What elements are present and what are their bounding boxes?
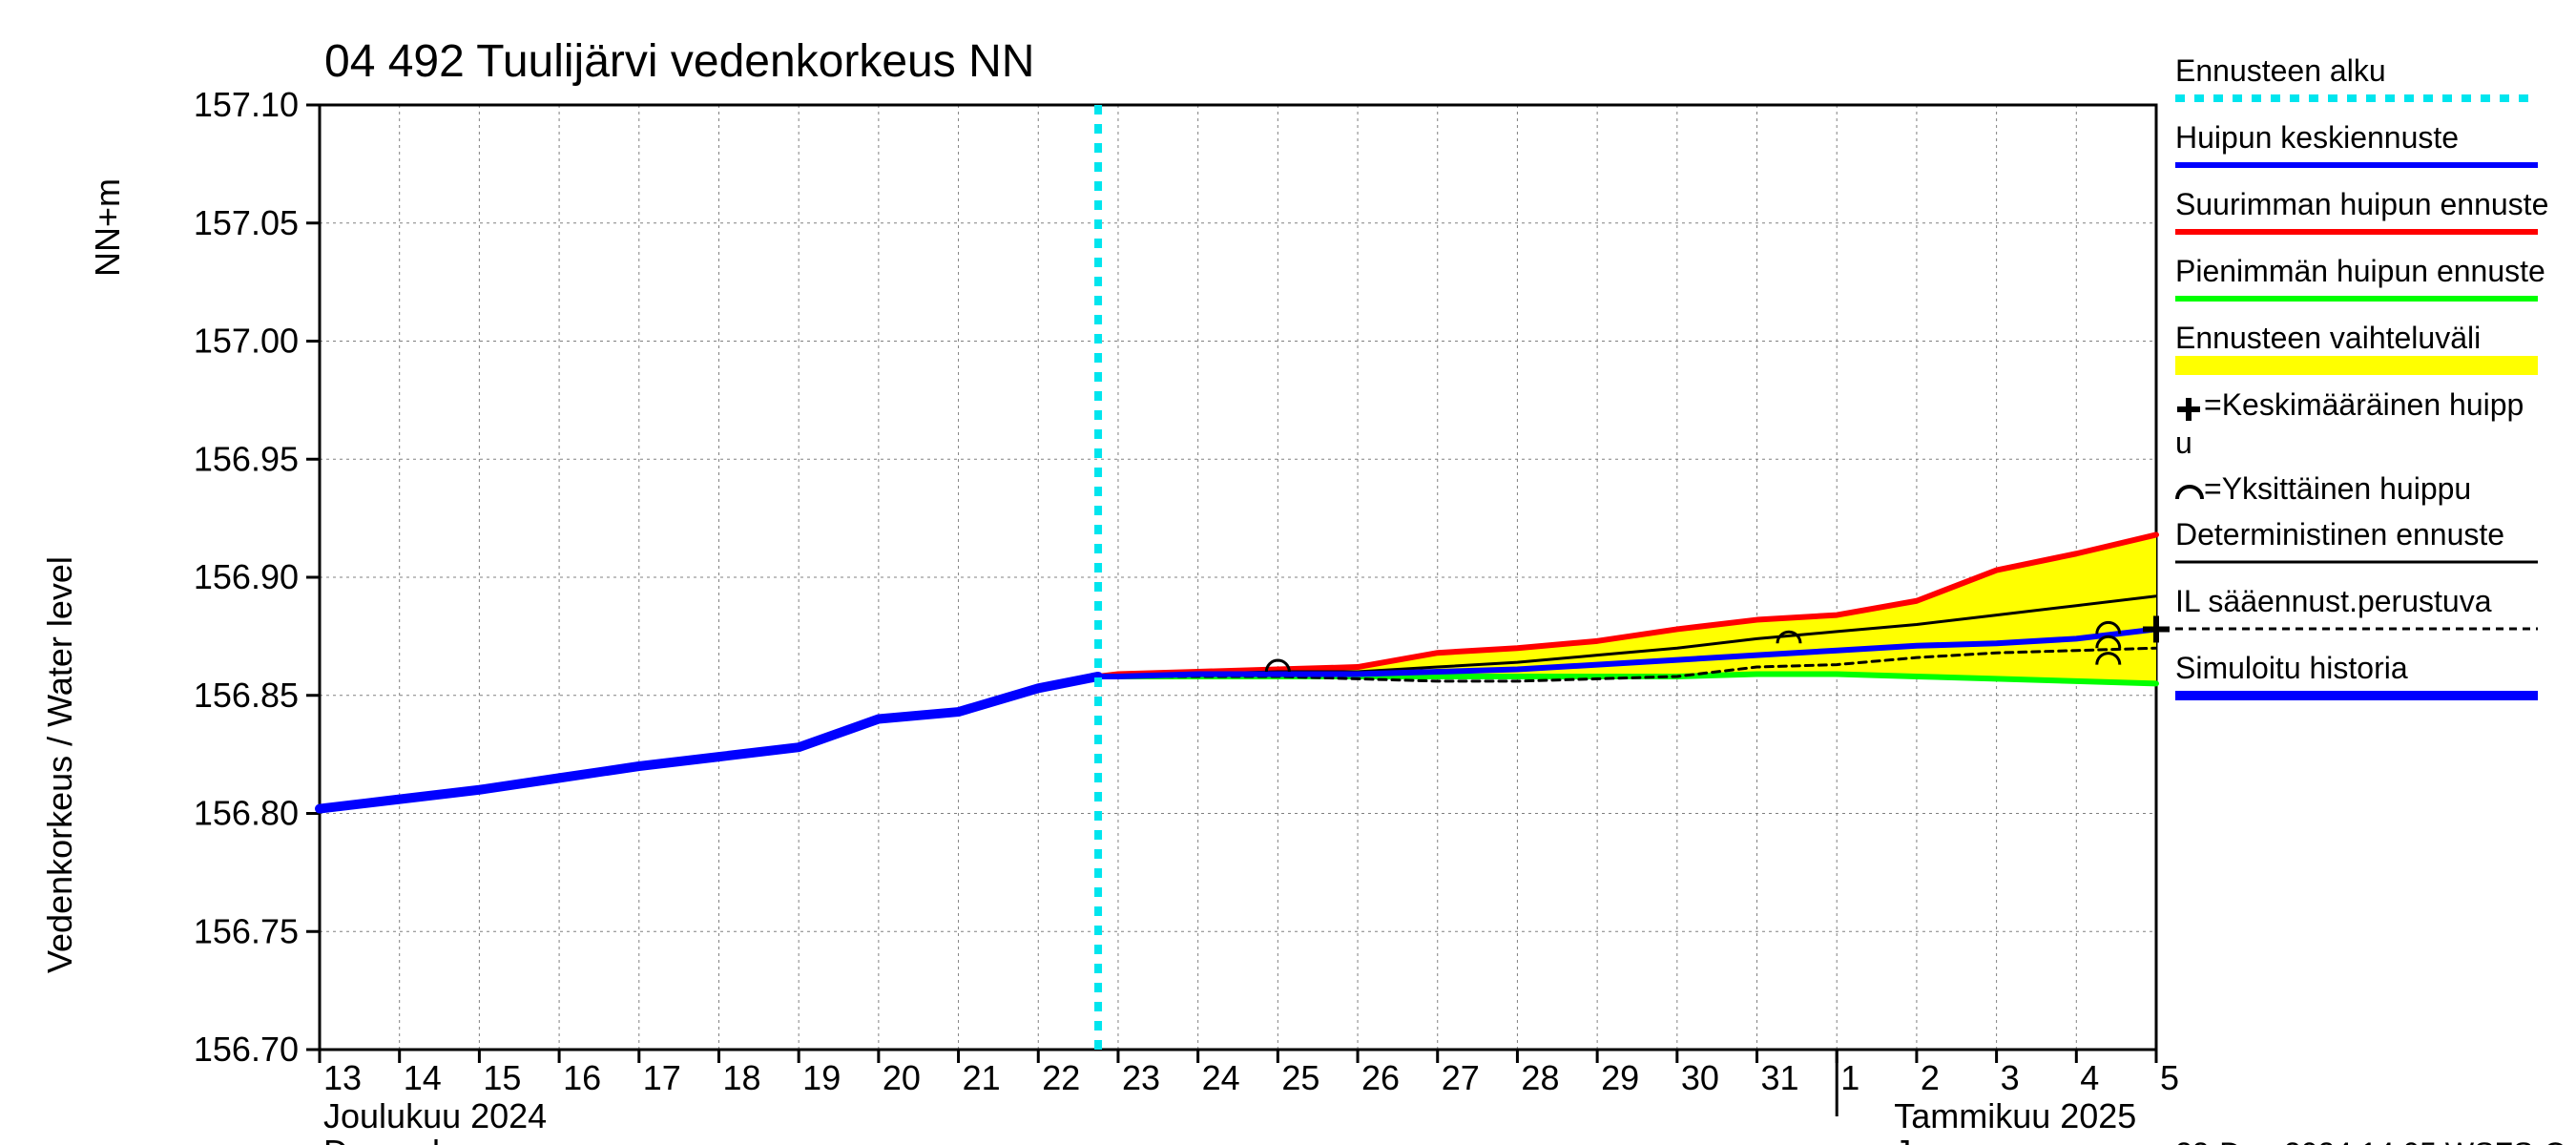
x-tick-label: 29 — [1601, 1058, 1639, 1097]
chart-footer: 23-Dec-2024 14:05 WSFS-O — [2175, 1136, 2567, 1145]
y-tick-label: 157.05 — [194, 203, 299, 242]
x-tick-label: 23 — [1122, 1058, 1160, 1097]
x-tick-label: 31 — [1761, 1058, 1799, 1097]
x-tick-label: 3 — [2001, 1058, 2020, 1097]
x-tick-label: 1 — [1840, 1058, 1859, 1097]
y-tick-label: 157.00 — [194, 322, 299, 361]
legend-label: Suurimman huipun ennuste — [2175, 187, 2548, 221]
y-tick-label: 157.10 — [194, 85, 299, 124]
legend-label: =Yksittäinen huippu — [2204, 471, 2471, 506]
y-tick-label: 156.80 — [194, 794, 299, 833]
water-level-chart: 156.70 156.75 156.80 156.85 156.90 156.95 157.… — [0, 0, 2576, 1145]
chart-title: 04 492 Tuulijärvi vedenkorkeus NN — [324, 36, 1034, 87]
x-tick-label: 18 — [722, 1058, 760, 1097]
x-tick-label: 25 — [1281, 1058, 1319, 1097]
month-label-dec-fi: Joulukuu 2024 — [323, 1096, 547, 1135]
month-label-dec-en: December — [323, 1133, 482, 1145]
x-tick-label: 26 — [1361, 1058, 1400, 1097]
legend-label: Deterministinen ennuste — [2175, 517, 2504, 552]
y-tick-label: 156.90 — [194, 557, 299, 596]
legend-label: IL sääennust.perustuva — [2175, 584, 2492, 618]
x-tick-label: 4 — [2080, 1058, 2099, 1097]
legend-label: =Keskimääräinen huipp — [2204, 387, 2524, 422]
x-tick-label: 24 — [1202, 1058, 1240, 1097]
y-tick-label: 156.95 — [194, 439, 299, 478]
x-tick-label: 30 — [1681, 1058, 1719, 1097]
legend-label: Huipun keskiennuste — [2175, 120, 2459, 155]
legend-label: Ennusteen alku — [2175, 53, 2386, 88]
x-tick-label: 28 — [1521, 1058, 1559, 1097]
y-tick-label: 156.70 — [194, 1030, 299, 1069]
y-axis-label-1: Vedenkorkeus / Water level — [40, 556, 79, 973]
x-tick-label: 13 — [323, 1058, 362, 1097]
chart-container: 156.70 156.75 156.80 156.85 156.90 156.95 157.… — [0, 0, 2576, 1145]
x-tick-label: 15 — [483, 1058, 521, 1097]
x-tick-label: 16 — [563, 1058, 601, 1097]
y-axis-label-2: NN+m — [88, 178, 127, 277]
x-tick-label: 5 — [2160, 1058, 2179, 1097]
x-tick-label: 21 — [963, 1058, 1001, 1097]
x-tick-label: 14 — [404, 1058, 442, 1097]
month-label-jan-fi: Tammikuu 2025 — [1894, 1096, 2136, 1135]
x-tick-label: 20 — [883, 1058, 921, 1097]
y-tick-label: 156.75 — [194, 911, 299, 950]
x-tick-label: 17 — [643, 1058, 681, 1097]
legend-label: Pienimmän huipun ennuste — [2175, 254, 2545, 288]
legend-label: Simuloitu historia — [2175, 651, 2408, 685]
legend-swatch — [2175, 356, 2538, 375]
x-tick-label: 27 — [1442, 1058, 1480, 1097]
month-label-jan-en: January — [1894, 1133, 2016, 1145]
x-tick-label: 22 — [1042, 1058, 1080, 1097]
x-tick-label: 2 — [1921, 1058, 1940, 1097]
legend-label: u — [2175, 426, 2192, 460]
legend-label: Ennusteen vaihteluväli — [2175, 321, 2481, 355]
x-tick-label: 19 — [802, 1058, 841, 1097]
y-tick-label: 156.85 — [194, 676, 299, 715]
